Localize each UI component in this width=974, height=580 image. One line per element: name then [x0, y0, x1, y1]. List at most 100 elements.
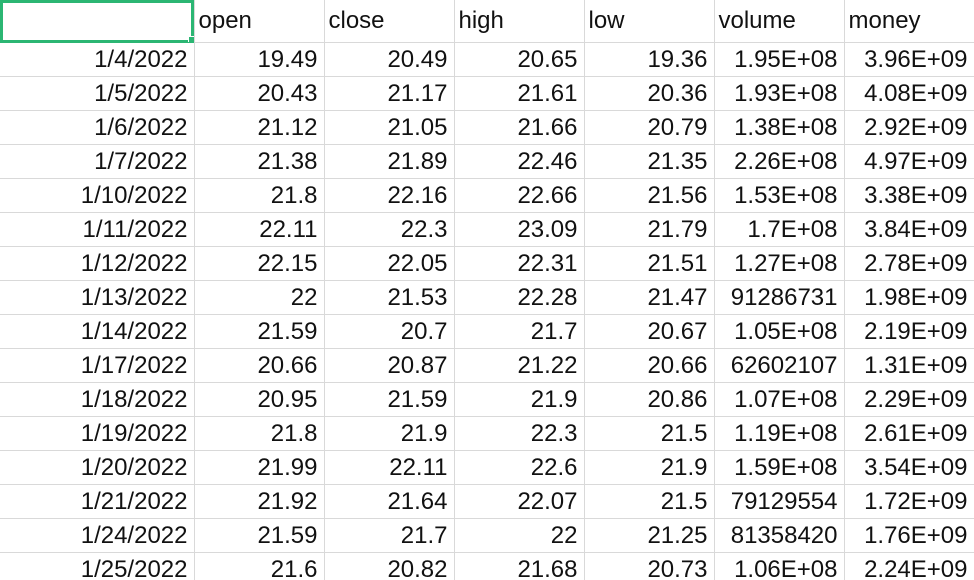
cell-volume[interactable]: 1.27E+08: [714, 246, 845, 281]
cell-volume[interactable]: 91286731: [714, 280, 845, 315]
cell-high[interactable]: 22: [454, 518, 585, 553]
cell-money[interactable]: 2.24E+09: [844, 552, 974, 580]
cell-volume[interactable]: 1.59E+08: [714, 450, 845, 485]
cell-open[interactable]: 20.66: [194, 348, 325, 383]
cell-money[interactable]: 1.31E+09: [844, 348, 974, 383]
cell-high[interactable]: 22.28: [454, 280, 585, 315]
header-cell-low[interactable]: low: [584, 0, 715, 43]
cell-close[interactable]: 20.87: [324, 348, 455, 383]
cell-low[interactable]: 21.51: [584, 246, 715, 281]
cell-date[interactable]: 1/14/2022: [0, 314, 195, 349]
cell-money[interactable]: 2.61E+09: [844, 416, 974, 451]
cell-money[interactable]: 4.08E+09: [844, 76, 974, 111]
cell-low[interactable]: 21.79: [584, 212, 715, 247]
cell-date[interactable]: 1/18/2022: [0, 382, 195, 417]
cell-date[interactable]: 1/17/2022: [0, 348, 195, 383]
cell-open[interactable]: 21.59: [194, 314, 325, 349]
cell-low[interactable]: 20.67: [584, 314, 715, 349]
cell-money[interactable]: 3.54E+09: [844, 450, 974, 485]
cell-date[interactable]: 1/12/2022: [0, 246, 195, 281]
cell-money[interactable]: 1.72E+09: [844, 484, 974, 519]
cell-open[interactable]: 21.8: [194, 416, 325, 451]
cell-date[interactable]: 1/13/2022: [0, 280, 195, 315]
cell-open[interactable]: 20.95: [194, 382, 325, 417]
cell-volume[interactable]: 62602107: [714, 348, 845, 383]
cell-low[interactable]: 21.5: [584, 484, 715, 519]
cell-volume[interactable]: 1.07E+08: [714, 382, 845, 417]
cell-close[interactable]: 22.11: [324, 450, 455, 485]
cell-volume[interactable]: 1.7E+08: [714, 212, 845, 247]
cell-high[interactable]: 20.65: [454, 42, 585, 77]
cell-close[interactable]: 21.59: [324, 382, 455, 417]
cell-volume[interactable]: 1.05E+08: [714, 314, 845, 349]
cell-open[interactable]: 22.11: [194, 212, 325, 247]
cell-close[interactable]: 21.7: [324, 518, 455, 553]
cell-close[interactable]: 22.3: [324, 212, 455, 247]
cell-low[interactable]: 21.25: [584, 518, 715, 553]
cell-low[interactable]: 21.9: [584, 450, 715, 485]
cell-money[interactable]: 2.19E+09: [844, 314, 974, 349]
cell-open[interactable]: 22: [194, 280, 325, 315]
cell-date[interactable]: 1/4/2022: [0, 42, 195, 77]
cell-close[interactable]: 20.82: [324, 552, 455, 580]
cell-date[interactable]: 1/7/2022: [0, 144, 195, 179]
cell-high[interactable]: 21.22: [454, 348, 585, 383]
cell-high[interactable]: 22.66: [454, 178, 585, 213]
cell-volume[interactable]: 1.06E+08: [714, 552, 845, 580]
cell-high[interactable]: 21.9: [454, 382, 585, 417]
cell-close[interactable]: 21.89: [324, 144, 455, 179]
cell-close[interactable]: 22.16: [324, 178, 455, 213]
cell-high[interactable]: 21.66: [454, 110, 585, 145]
header-cell-high[interactable]: high: [454, 0, 585, 43]
cell-volume[interactable]: 1.53E+08: [714, 178, 845, 213]
cell-high[interactable]: 22.6: [454, 450, 585, 485]
cell-low[interactable]: 21.56: [584, 178, 715, 213]
cell-close[interactable]: 21.17: [324, 76, 455, 111]
cell-close[interactable]: 21.05: [324, 110, 455, 145]
cell-date[interactable]: 1/6/2022: [0, 110, 195, 145]
cell-open[interactable]: 19.49: [194, 42, 325, 77]
cell-money[interactable]: 1.98E+09: [844, 280, 974, 315]
cell-volume[interactable]: 1.38E+08: [714, 110, 845, 145]
header-cell-money[interactable]: money: [844, 0, 974, 43]
cell-money[interactable]: 2.78E+09: [844, 246, 974, 281]
cell-high[interactable]: 22.07: [454, 484, 585, 519]
cell-volume[interactable]: 1.95E+08: [714, 42, 845, 77]
cell-close[interactable]: 20.7: [324, 314, 455, 349]
cell-date[interactable]: 1/24/2022: [0, 518, 195, 553]
cell-open[interactable]: 21.12: [194, 110, 325, 145]
cell-close[interactable]: 21.53: [324, 280, 455, 315]
cell-money[interactable]: 2.92E+09: [844, 110, 974, 145]
cell-close[interactable]: 22.05: [324, 246, 455, 281]
cell-volume[interactable]: 2.26E+08: [714, 144, 845, 179]
cell-money[interactable]: 3.84E+09: [844, 212, 974, 247]
cell-open[interactable]: 21.8: [194, 178, 325, 213]
cell-a1-selected[interactable]: [0, 0, 195, 43]
header-cell-volume[interactable]: volume: [714, 0, 845, 43]
cell-open[interactable]: 21.99: [194, 450, 325, 485]
cell-money[interactable]: 4.97E+09: [844, 144, 974, 179]
cell-volume[interactable]: 1.93E+08: [714, 76, 845, 111]
cell-open[interactable]: 21.59: [194, 518, 325, 553]
cell-volume[interactable]: 81358420: [714, 518, 845, 553]
cell-low[interactable]: 20.79: [584, 110, 715, 145]
cell-high[interactable]: 23.09: [454, 212, 585, 247]
cell-high[interactable]: 21.61: [454, 76, 585, 111]
fill-handle[interactable]: [187, 36, 193, 42]
cell-volume[interactable]: 1.19E+08: [714, 416, 845, 451]
cell-money[interactable]: 1.76E+09: [844, 518, 974, 553]
cell-high[interactable]: 22.3: [454, 416, 585, 451]
cell-low[interactable]: 20.36: [584, 76, 715, 111]
cell-close[interactable]: 21.9: [324, 416, 455, 451]
cell-low[interactable]: 21.5: [584, 416, 715, 451]
cell-low[interactable]: 20.66: [584, 348, 715, 383]
cell-low[interactable]: 21.47: [584, 280, 715, 315]
cell-high[interactable]: 21.7: [454, 314, 585, 349]
cell-low[interactable]: 19.36: [584, 42, 715, 77]
cell-volume[interactable]: 79129554: [714, 484, 845, 519]
cell-money[interactable]: 3.38E+09: [844, 178, 974, 213]
cell-high[interactable]: 22.46: [454, 144, 585, 179]
cell-low[interactable]: 20.86: [584, 382, 715, 417]
cell-open[interactable]: 21.6: [194, 552, 325, 580]
cell-open[interactable]: 21.92: [194, 484, 325, 519]
